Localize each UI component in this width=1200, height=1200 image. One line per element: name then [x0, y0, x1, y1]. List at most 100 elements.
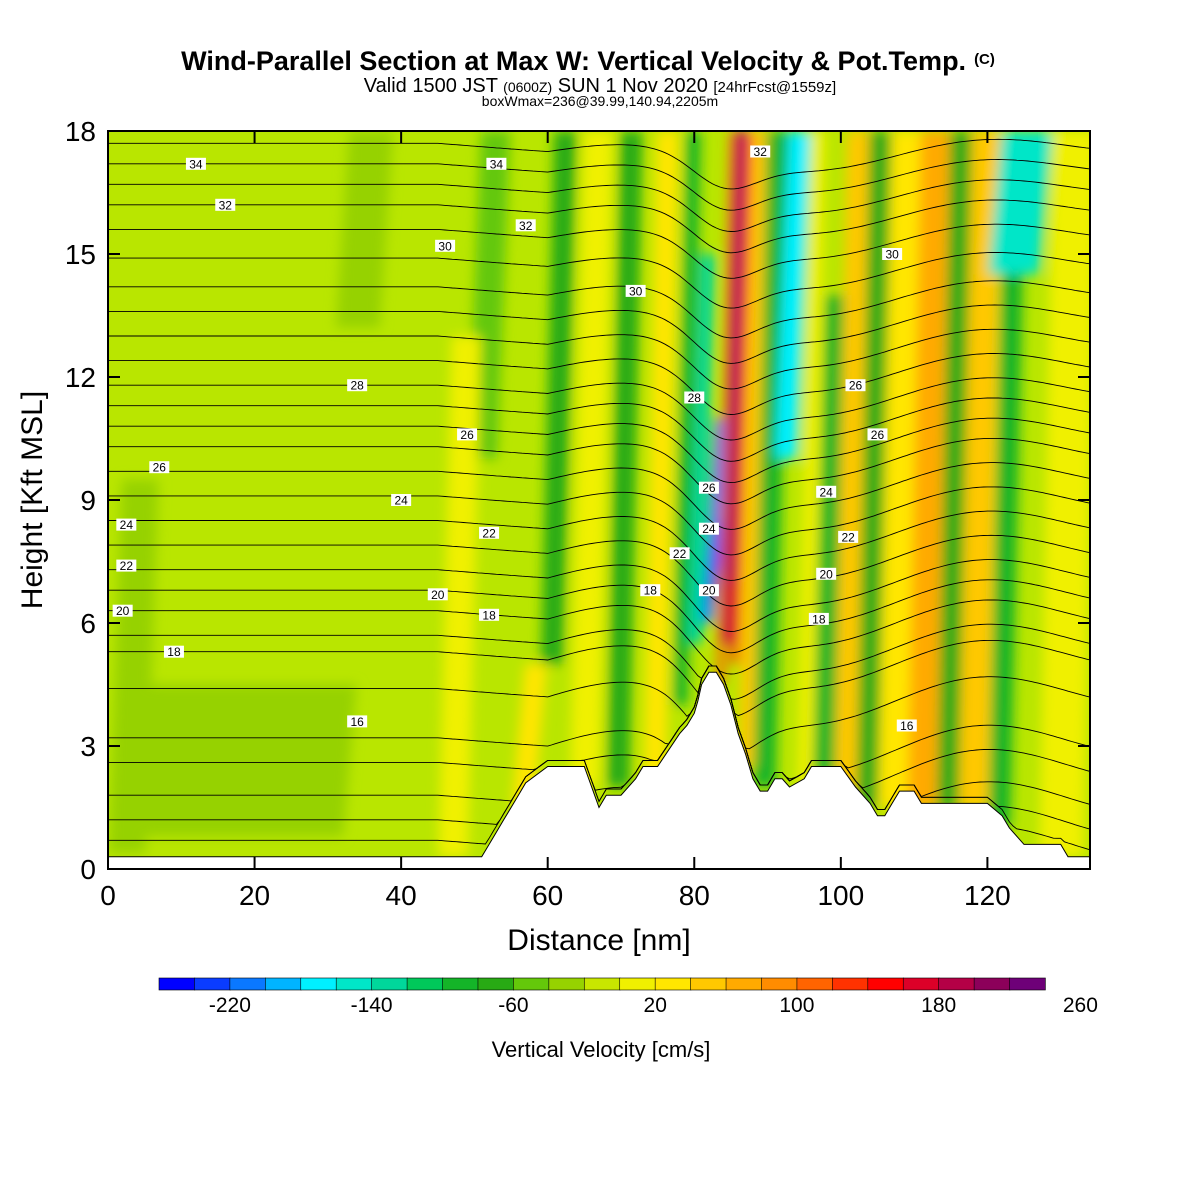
colorbar-tick-label: -60	[498, 994, 528, 1017]
contour-label: 18	[163, 645, 184, 659]
contour-label: 24	[116, 518, 137, 532]
svg-text:20: 20	[116, 604, 130, 618]
theta-contour-line	[108, 559, 1090, 632]
x-tick-label: 80	[679, 880, 710, 911]
colorbar-swatch	[902, 977, 940, 991]
svg-text:30: 30	[885, 248, 899, 262]
contour-label: 16	[347, 715, 368, 729]
svg-text:28: 28	[350, 379, 364, 393]
colorbar-tick-label: -220	[209, 994, 251, 1017]
svg-text:22: 22	[120, 559, 134, 573]
y-tick-label: 6	[80, 608, 96, 639]
theta-contour-line	[108, 280, 1090, 339]
svg-text:20: 20	[431, 588, 445, 602]
velocity-band	[1039, 131, 1090, 857]
contour-label: 20	[112, 604, 133, 618]
svg-text:30: 30	[438, 239, 452, 253]
colorbar-swatch	[406, 977, 444, 991]
x-tick-label: 20	[239, 880, 270, 911]
svg-text:32: 32	[754, 145, 768, 159]
svg-text:18: 18	[167, 645, 181, 659]
contour-label: 32	[215, 198, 236, 212]
svg-text:34: 34	[490, 157, 504, 171]
contour-labels: 34 32 30 28 26 24 22 20 18 16 34 32 30 28 26 24 22 20 18 18…	[112, 145, 917, 733]
x-axis-label: Distance [nm]	[507, 924, 690, 957]
y-tick-label: 3	[80, 731, 96, 762]
colorbar-swatch	[973, 977, 1011, 991]
theta-contour-line	[108, 665, 1090, 789]
contour-label: 22	[116, 559, 137, 573]
contour-label: 22	[838, 530, 859, 544]
colorbar-swatch	[477, 977, 515, 991]
svg-text:26: 26	[849, 379, 863, 393]
theta-contour-line	[108, 328, 1090, 390]
colorbar-swatch	[583, 977, 621, 991]
contour-label: 30	[435, 239, 456, 253]
colorbar-swatch	[619, 977, 656, 991]
contour-label: 26	[867, 428, 888, 442]
theta-contour-line	[108, 599, 1090, 675]
theta-contour-line	[108, 304, 1090, 364]
svg-text:26: 26	[871, 428, 885, 442]
velocity-band	[834, 131, 870, 808]
theta-contour-line	[108, 252, 1090, 309]
x-tick-label: 60	[532, 880, 563, 911]
theta-contour-line	[108, 417, 1090, 484]
contour-label: 30	[625, 284, 646, 298]
svg-text:26: 26	[702, 481, 716, 495]
velocity-band	[775, 131, 811, 459]
velocity-band	[673, 131, 701, 705]
valid-time-line: Valid 1500 JST (0600Z) SUN 1 Nov 2020 [2…	[364, 75, 836, 97]
theta-contour-line	[108, 510, 1090, 581]
svg-text:18: 18	[482, 608, 496, 622]
svg-text:24: 24	[394, 494, 408, 508]
velocity-band	[727, 131, 746, 582]
contour-label: 26	[149, 461, 170, 475]
svg-text:22: 22	[673, 547, 687, 561]
velocity-band	[438, 336, 482, 857]
svg-text:26: 26	[153, 461, 167, 475]
colorbar-swatch	[548, 977, 585, 991]
velocity-band	[138, 684, 357, 837]
velocity-field	[108, 131, 1090, 857]
contour-label: 26	[457, 428, 478, 442]
velocity-band	[570, 131, 613, 787]
svg-text:34: 34	[189, 157, 203, 171]
colorbar	[158, 977, 1046, 991]
colorbar-tick-label: -140	[351, 994, 393, 1017]
theta-contours	[108, 138, 1090, 851]
colorbar-swatch	[513, 977, 550, 991]
colorbar-tick-label: 180	[921, 994, 956, 1017]
colorbar-swatch	[938, 977, 975, 991]
velocity-band	[812, 295, 848, 808]
svg-text:22: 22	[482, 526, 496, 540]
colorbar-tick-label: 260	[1063, 994, 1098, 1017]
svg-text:18: 18	[812, 612, 826, 626]
colorbar-swatch	[194, 977, 231, 991]
contour-label: 28	[684, 391, 705, 405]
theta-contour-line	[108, 665, 1090, 750]
contour-label: 20	[698, 584, 719, 598]
colorbar-tick-label: 20	[644, 994, 667, 1017]
contour-label: 22	[669, 547, 690, 561]
theta-contour-line	[108, 579, 1090, 654]
velocity-band	[643, 131, 679, 787]
y-tick-label: 15	[65, 239, 96, 270]
theta-contour-line	[108, 397, 1090, 462]
svg-text:22: 22	[841, 530, 855, 544]
svg-text:24: 24	[819, 485, 833, 499]
velocity-band	[716, 131, 738, 685]
colorbar-swatch	[832, 977, 869, 991]
theta-contour-line	[108, 462, 1090, 530]
terrain-mask	[108, 671, 1090, 869]
contour-label: 32	[515, 219, 536, 233]
contour-label: 24	[816, 485, 837, 499]
contour-label: 24	[698, 522, 719, 536]
svg-text:20: 20	[819, 567, 833, 581]
velocity-band	[958, 131, 1002, 808]
theta-contour-line	[108, 623, 1090, 700]
theta-contour-line	[108, 486, 1090, 556]
contour-label: 18	[640, 584, 661, 598]
svg-text:32: 32	[519, 219, 533, 233]
